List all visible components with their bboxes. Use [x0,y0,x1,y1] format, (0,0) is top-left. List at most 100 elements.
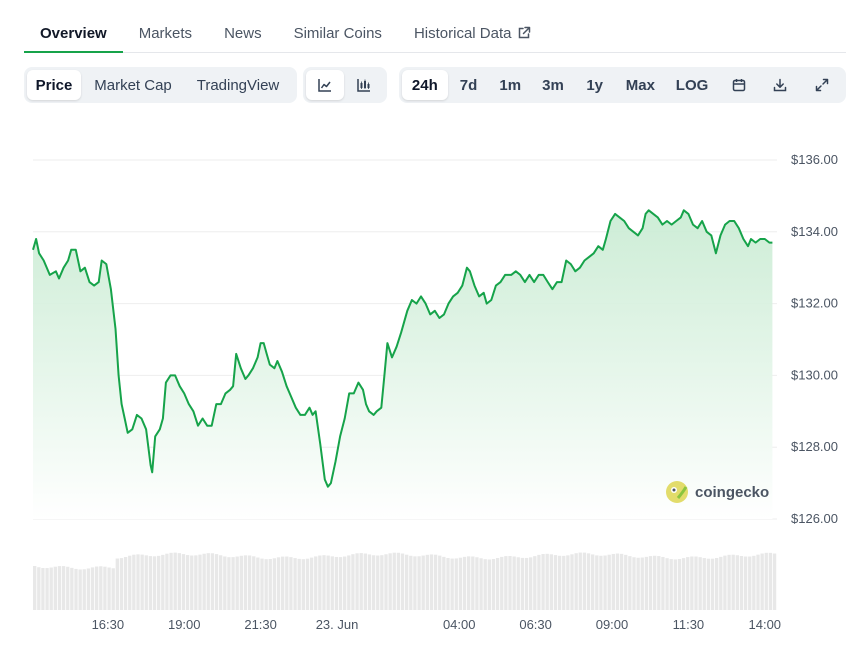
y-tick-label: $136.00 [791,152,838,167]
volume-bar [772,553,777,610]
volume-bar [760,553,764,610]
y-tick-label: $126.00 [791,511,838,526]
volume-bar [351,554,355,610]
range-7d-button[interactable]: 7d [459,76,478,94]
volume-bar [458,557,463,610]
volume-bar [413,556,417,610]
volume-bar [715,558,719,610]
volume-bar [756,554,760,610]
price-button[interactable]: Price [27,70,81,100]
volume-bar [433,554,438,610]
volume-bar [628,556,632,610]
volume-bar [264,559,268,610]
volume-bar [537,554,541,610]
volume-bar [409,555,413,610]
volume-bar [632,557,636,610]
range-24h-button[interactable]: 24h [402,70,448,100]
volume-bar [173,552,177,610]
tradingview-button[interactable]: TradingView [196,76,280,94]
volume-bar [231,557,235,610]
volume-bar [293,558,297,610]
volume-bar [371,555,376,610]
line-chart-button[interactable] [306,70,344,100]
volume-bar [421,555,425,610]
range-3m-button[interactable]: 3m [542,76,564,94]
volume-bar [243,555,248,610]
volume-bar [504,556,508,610]
volume-bar [152,556,157,610]
volume-bar [677,559,682,610]
tab-similar-coins[interactable]: Similar Coins [278,14,398,52]
volume-bar [318,555,322,610]
volume-bar [524,557,529,610]
range-1y-button[interactable]: 1y [586,76,604,94]
expand-button[interactable] [801,70,843,100]
volume-bar [516,557,520,610]
volume-bar [289,557,293,610]
volume-bar [144,555,148,610]
watermark-text: coingecko [695,484,769,501]
x-tick-label: 19:00 [168,617,201,632]
volume-bar [471,556,475,610]
tab-news[interactable]: News [208,14,278,52]
market-cap-button[interactable]: Market Cap [94,76,172,94]
volume-bar [119,558,124,610]
volume-bar [748,556,752,610]
tab-markets[interactable]: Markets [123,14,208,52]
volume-bar [400,553,405,610]
download-button[interactable] [760,70,802,100]
volume-bar [640,557,644,610]
log-scale-button[interactable]: LOG [675,76,709,94]
volume-bar [669,559,673,610]
volume-bar [247,555,252,610]
tab-label: Historical Data [413,24,512,42]
range-max-button[interactable]: Max [625,76,655,94]
calendar-button[interactable] [718,70,760,100]
volume-bar [235,556,239,610]
volume-bar [425,554,429,610]
volume-bar [739,555,744,610]
volume-bar [636,557,640,610]
volume-bar [698,557,702,610]
x-tick-label: 21:30 [244,617,277,632]
x-tick-label: 06:30 [519,617,552,632]
volume-bar [467,556,471,610]
volume-bar [132,554,136,610]
volume-bar [512,556,516,610]
volume-bar [615,553,620,610]
volume-bar [570,554,574,610]
candlestick-chart-button[interactable] [344,70,384,100]
volume-bar [768,552,773,610]
range-1m-button[interactable]: 1m [499,76,522,94]
volume-bar [653,555,657,610]
volume-bar [367,554,372,610]
tab-bar: Overview Markets News Similar Coins Historic… [24,14,846,53]
volume-bar [578,552,582,610]
volume-bar [706,558,711,610]
tab-historical-data[interactable]: Historical Data [398,14,548,52]
volume-bar [541,554,545,610]
volume-bar [309,557,314,610]
volume-bar [355,553,359,610]
volume-bar [128,555,132,610]
volume-bar [33,566,37,610]
volume-bar [673,559,677,610]
tab-label: Similar Coins [293,24,382,42]
volume-bar [301,559,305,610]
price-chart[interactable]: $136.00 $134.00 $132.00 $130.00 $128.00 $126.… [0,110,861,650]
tab-overview[interactable]: Overview [24,14,123,53]
volume-bar [582,552,587,610]
volume-bar [239,555,243,610]
volume-bar [438,555,442,610]
volume-bar [202,553,206,610]
volume-bar [198,554,202,610]
volume-bar [260,558,264,610]
chart-mode-group: Price Market Cap TradingView [24,67,297,103]
volume-bar [405,554,409,610]
volume-bar [557,555,562,610]
expand-icon [815,78,829,92]
volume-bar [49,567,53,610]
price-line [32,209,773,488]
price-area [33,210,773,520]
volume-bar [681,558,686,610]
